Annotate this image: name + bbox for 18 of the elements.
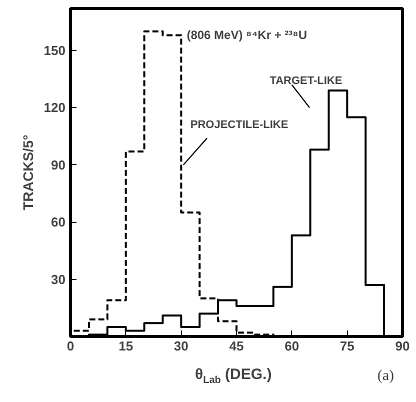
y-axis-title: TRACKS/5°: [20, 134, 36, 210]
series-label: PROJECTILE-LIKE: [190, 118, 288, 131]
x-tick-label: 60: [284, 338, 300, 354]
y-tick-label: 60: [51, 214, 66, 230]
x-tick-label: 15: [118, 338, 134, 354]
x-tick-label: 30: [174, 338, 188, 354]
text: (806 MeV) ⁸⁴Kr + ²³⁸U: [186, 28, 308, 42]
x-axis-title: θ$_{Lab}$ (DEG.): [195, 365, 272, 388]
y-tick-label: 30: [51, 272, 66, 287]
y-tick-label: 120: [44, 100, 66, 116]
y-tick-label: 90: [51, 157, 66, 172]
x-tick-label: 45: [229, 338, 244, 354]
y-tick-label: 150: [44, 42, 66, 58]
series-label: TARGET-LIKE: [270, 74, 342, 87]
text: (a): [377, 367, 394, 386]
x-tick-label: 75: [340, 338, 354, 354]
x-tick-label: 0: [66, 338, 74, 354]
x-tick-label: 90: [395, 338, 410, 354]
